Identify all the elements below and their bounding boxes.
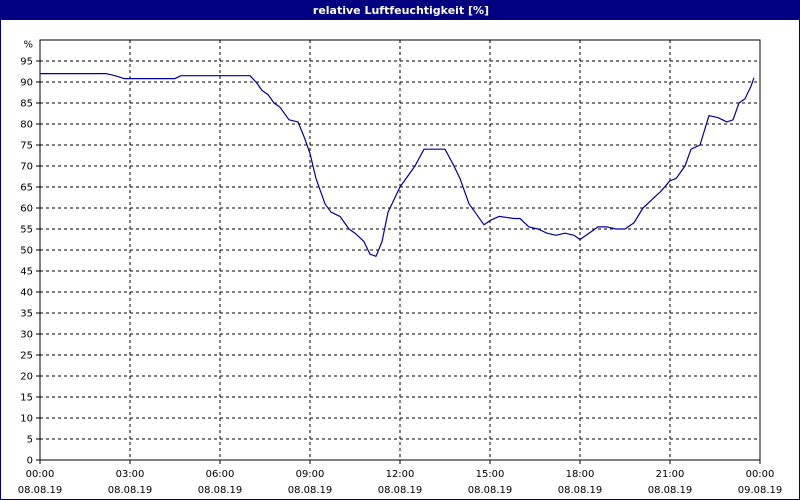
y-tick-label: 80 — [20, 120, 33, 131]
y-tick-label: 90 — [20, 78, 33, 89]
y-tick-label: 70 — [20, 162, 33, 173]
y-axis: 0 5 10 15 20 25 30 35 40 45 50 55 60 65 70 75 80 85 90 95 — [20, 57, 40, 467]
y-tick-label: 55 — [20, 225, 33, 236]
y-tick-label: 95 — [20, 57, 33, 68]
y-tick-label: 0 — [27, 456, 33, 467]
x-tick-label-date: 08.08.19 — [648, 485, 693, 496]
y-tick-label: 65 — [20, 183, 33, 194]
series-layer — [40, 72, 755, 257]
y-tick-label: 10 — [20, 414, 33, 425]
x-tick-label-time: 09:00 — [296, 469, 325, 480]
x-tick-label-time: 03:00 — [116, 469, 145, 480]
y-tick-label: 30 — [20, 330, 33, 341]
y-tick-label: 20 — [20, 372, 33, 383]
y-tick-label: 60 — [20, 204, 33, 215]
x-tick-label-date: 08.08.19 — [108, 485, 153, 496]
y-tick-label: 85 — [20, 99, 33, 110]
x-axis: 00:00 08.08.19 03:00 08.08.19 06:00 08.08.19 0… — [18, 460, 783, 496]
x-tick-label-time: 18:00 — [566, 469, 595, 480]
y-tick-label: 5 — [27, 435, 33, 446]
x-tick-label-date: 08.08.19 — [558, 485, 603, 496]
y-tick-label: 50 — [20, 246, 33, 257]
x-tick-label-time: 00:00 — [26, 469, 55, 480]
y-tick-label: 40 — [20, 288, 33, 299]
grid — [40, 40, 760, 460]
x-tick-label-time: 15:00 — [476, 469, 505, 480]
x-tick-label-date: 08.08.19 — [18, 485, 63, 496]
x-tick-label-time: 00:00 — [746, 469, 775, 480]
x-tick-label-time: 21:00 — [656, 469, 685, 480]
x-tick-label-time: 06:00 — [206, 469, 235, 480]
x-tick-label-date: 08.08.19 — [468, 485, 513, 496]
y-axis-label: % — [23, 40, 33, 51]
series-line-humidity — [40, 72, 755, 257]
x-tick-label-date: 09.08.19 — [738, 485, 783, 496]
x-tick-label-date: 08.08.19 — [198, 485, 243, 496]
x-tick-label-time: 12:00 — [386, 469, 415, 480]
x-tick-label-date: 08.08.19 — [378, 485, 423, 496]
y-tick-label: 15 — [20, 393, 33, 404]
chart-title: relative Luftfeuchtigkeit [%] — [1, 1, 800, 20]
x-tick-label-date: 08.08.19 — [288, 485, 333, 496]
y-tick-label: 45 — [20, 267, 33, 278]
y-tick-label: 25 — [20, 351, 33, 362]
y-tick-label: 35 — [20, 309, 33, 320]
y-tick-label: 75 — [20, 141, 33, 152]
